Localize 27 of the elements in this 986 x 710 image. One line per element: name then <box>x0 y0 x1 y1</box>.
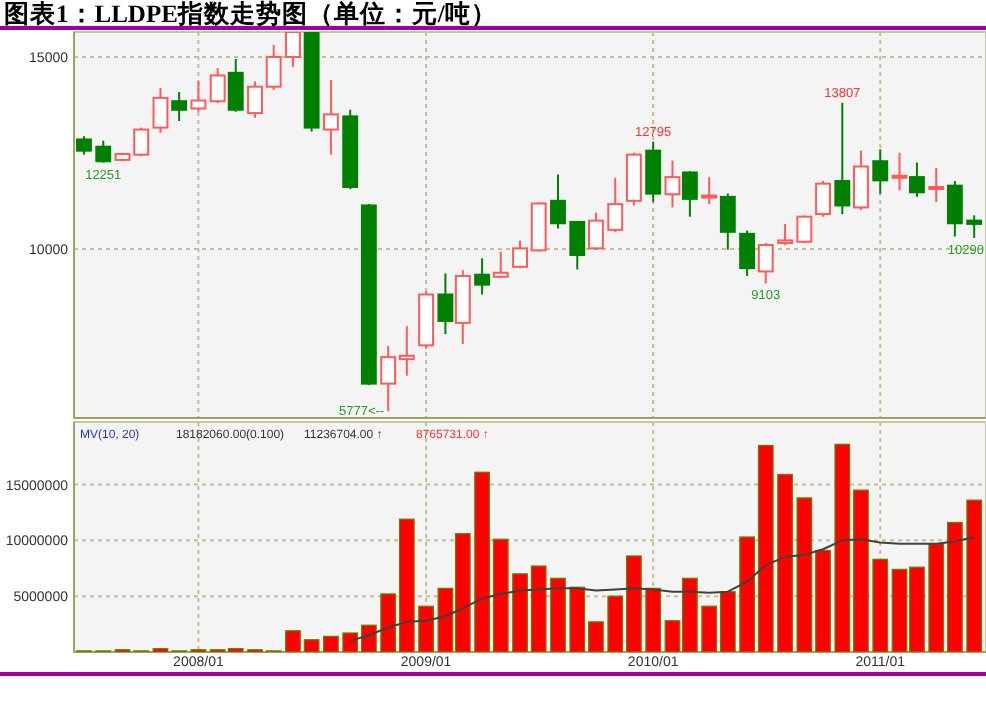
candlestick <box>227 57 244 113</box>
candlestick <box>928 166 945 204</box>
candlestick <box>437 272 454 336</box>
candlestick <box>492 250 509 280</box>
candlestick <box>891 151 908 192</box>
candlestick <box>322 79 339 156</box>
candlestick <box>815 180 831 218</box>
candlestick <box>171 90 188 122</box>
chart-title: 图表1：LLDPE指数走势图（单位：元/吨） <box>4 0 497 28</box>
candlestick <box>454 269 471 346</box>
line-series <box>349 536 976 642</box>
candlestick <box>909 161 925 198</box>
candlestick <box>190 80 207 113</box>
candlestick <box>474 257 491 296</box>
candlestick <box>701 176 718 206</box>
candlestick <box>872 148 889 195</box>
candlestick <box>834 101 851 216</box>
candlestick <box>645 140 662 204</box>
candlestick <box>664 159 681 209</box>
candlestick <box>757 242 774 285</box>
candlestick <box>853 149 869 212</box>
candlestick <box>719 192 736 251</box>
candlestick <box>739 229 756 278</box>
candlestick <box>209 67 226 105</box>
candlestick <box>152 87 169 134</box>
candlestick <box>625 151 642 207</box>
candlestick <box>681 170 698 218</box>
